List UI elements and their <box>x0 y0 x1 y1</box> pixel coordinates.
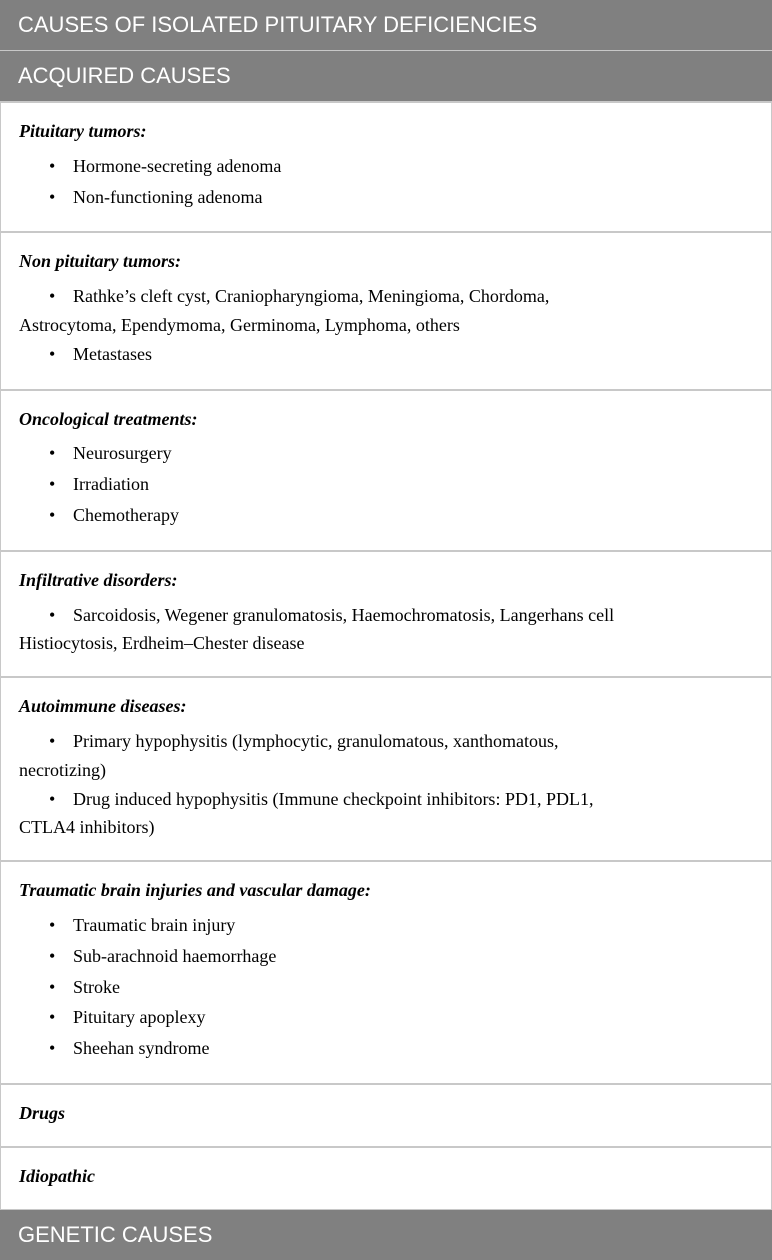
list-item: Sub-arachnoid haemorrhage <box>19 942 753 971</box>
section-title: Oncological treatments: <box>19 405 753 434</box>
list-item-continuation: Histiocytosis, Erdheim–Chester disease <box>19 629 753 658</box>
section-list: Traumatic brain injurySub-arachnoid haem… <box>19 911 753 1063</box>
list-item: Irradiation <box>19 470 753 499</box>
section-list: Hormone-secreting adenomaNon-functioning… <box>19 152 753 212</box>
table-title: CAUSES OF ISOLATED PITUITARY DEFICIENCIE… <box>18 12 537 37</box>
table-title-row: CAUSES OF ISOLATED PITUITARY DEFICIENCIE… <box>0 0 772 51</box>
section-traumatic_vascular: Traumatic brain injuries and vascular da… <box>0 861 772 1084</box>
section-title: Non pituitary tumors: <box>19 247 753 276</box>
section-idiopathic: Idiopathic <box>0 1147 772 1210</box>
list-item: Rathke’s cleft cyst, Craniopharyngioma, … <box>19 282 753 311</box>
section-drugs: Drugs <box>0 1084 772 1147</box>
section-title: Traumatic brain injuries and vascular da… <box>19 876 753 905</box>
list-item: Sheehan syndrome <box>19 1034 753 1063</box>
list-item: Pituitary apoplexy <box>19 1003 753 1032</box>
section-list: Sarcoidosis, Wegener granulomatosis, Hae… <box>19 601 753 659</box>
section-non_pituitary_tumors: Non pituitary tumors: Rathke’s cleft cyst… <box>0 232 772 389</box>
section-list: NeurosurgeryIrradiationChemotherapy <box>19 439 753 529</box>
causes-table: CAUSES OF ISOLATED PITUITARY DEFICIENCIE… <box>0 0 772 1260</box>
list-item: Neurosurgery <box>19 439 753 468</box>
list-item: Primary hypophysitis (lymphocytic, granu… <box>19 727 753 756</box>
genetic-causes-header: GENETIC CAUSES <box>0 1210 772 1260</box>
list-item: Non-functioning adenoma <box>19 183 753 212</box>
section-autoimmune_diseases: Autoimmune diseases: Primary hypophysitis… <box>0 677 772 861</box>
section-list: Rathke’s cleft cyst, Craniopharyngioma, … <box>19 282 753 368</box>
section-pituitary_tumors: Pituitary tumors: Hormone-secreting adeno… <box>0 102 772 232</box>
section-list: Primary hypophysitis (lymphocytic, granu… <box>19 727 753 842</box>
acquired-causes-label: ACQUIRED CAUSES <box>18 63 231 88</box>
list-item-continuation: necrotizing) <box>19 756 753 785</box>
section-infiltrative_disorders: Infiltrative disorders: Sarcoidosis, Wege… <box>0 551 772 677</box>
section-title: Infiltrative disorders: <box>19 566 753 595</box>
list-item: Sarcoidosis, Wegener granulomatosis, Hae… <box>19 601 753 630</box>
list-item-continuation: CTLA4 inhibitors) <box>19 813 753 842</box>
list-item: Traumatic brain injury <box>19 911 753 940</box>
sections-container: Pituitary tumors: Hormone-secreting adeno… <box>0 102 772 1210</box>
section-title: Idiopathic <box>19 1162 753 1191</box>
genetic-causes-label: GENETIC CAUSES <box>18 1222 212 1247</box>
section-title: Drugs <box>19 1099 753 1128</box>
list-item: Drug induced hypophysitis (Immune checkp… <box>19 785 753 814</box>
section-oncological_treatments: Oncological treatments: NeurosurgeryIrrad… <box>0 390 772 551</box>
acquired-causes-header: ACQUIRED CAUSES <box>0 51 772 102</box>
section-title: Pituitary tumors: <box>19 117 753 146</box>
list-item-continuation: Astrocytoma, Ependymoma, Germinoma, Lymp… <box>19 311 753 340</box>
list-item: Stroke <box>19 973 753 1002</box>
list-item: Chemotherapy <box>19 501 753 530</box>
list-item: Metastases <box>19 340 753 369</box>
section-title: Autoimmune diseases: <box>19 692 753 721</box>
list-item: Hormone-secreting adenoma <box>19 152 753 181</box>
